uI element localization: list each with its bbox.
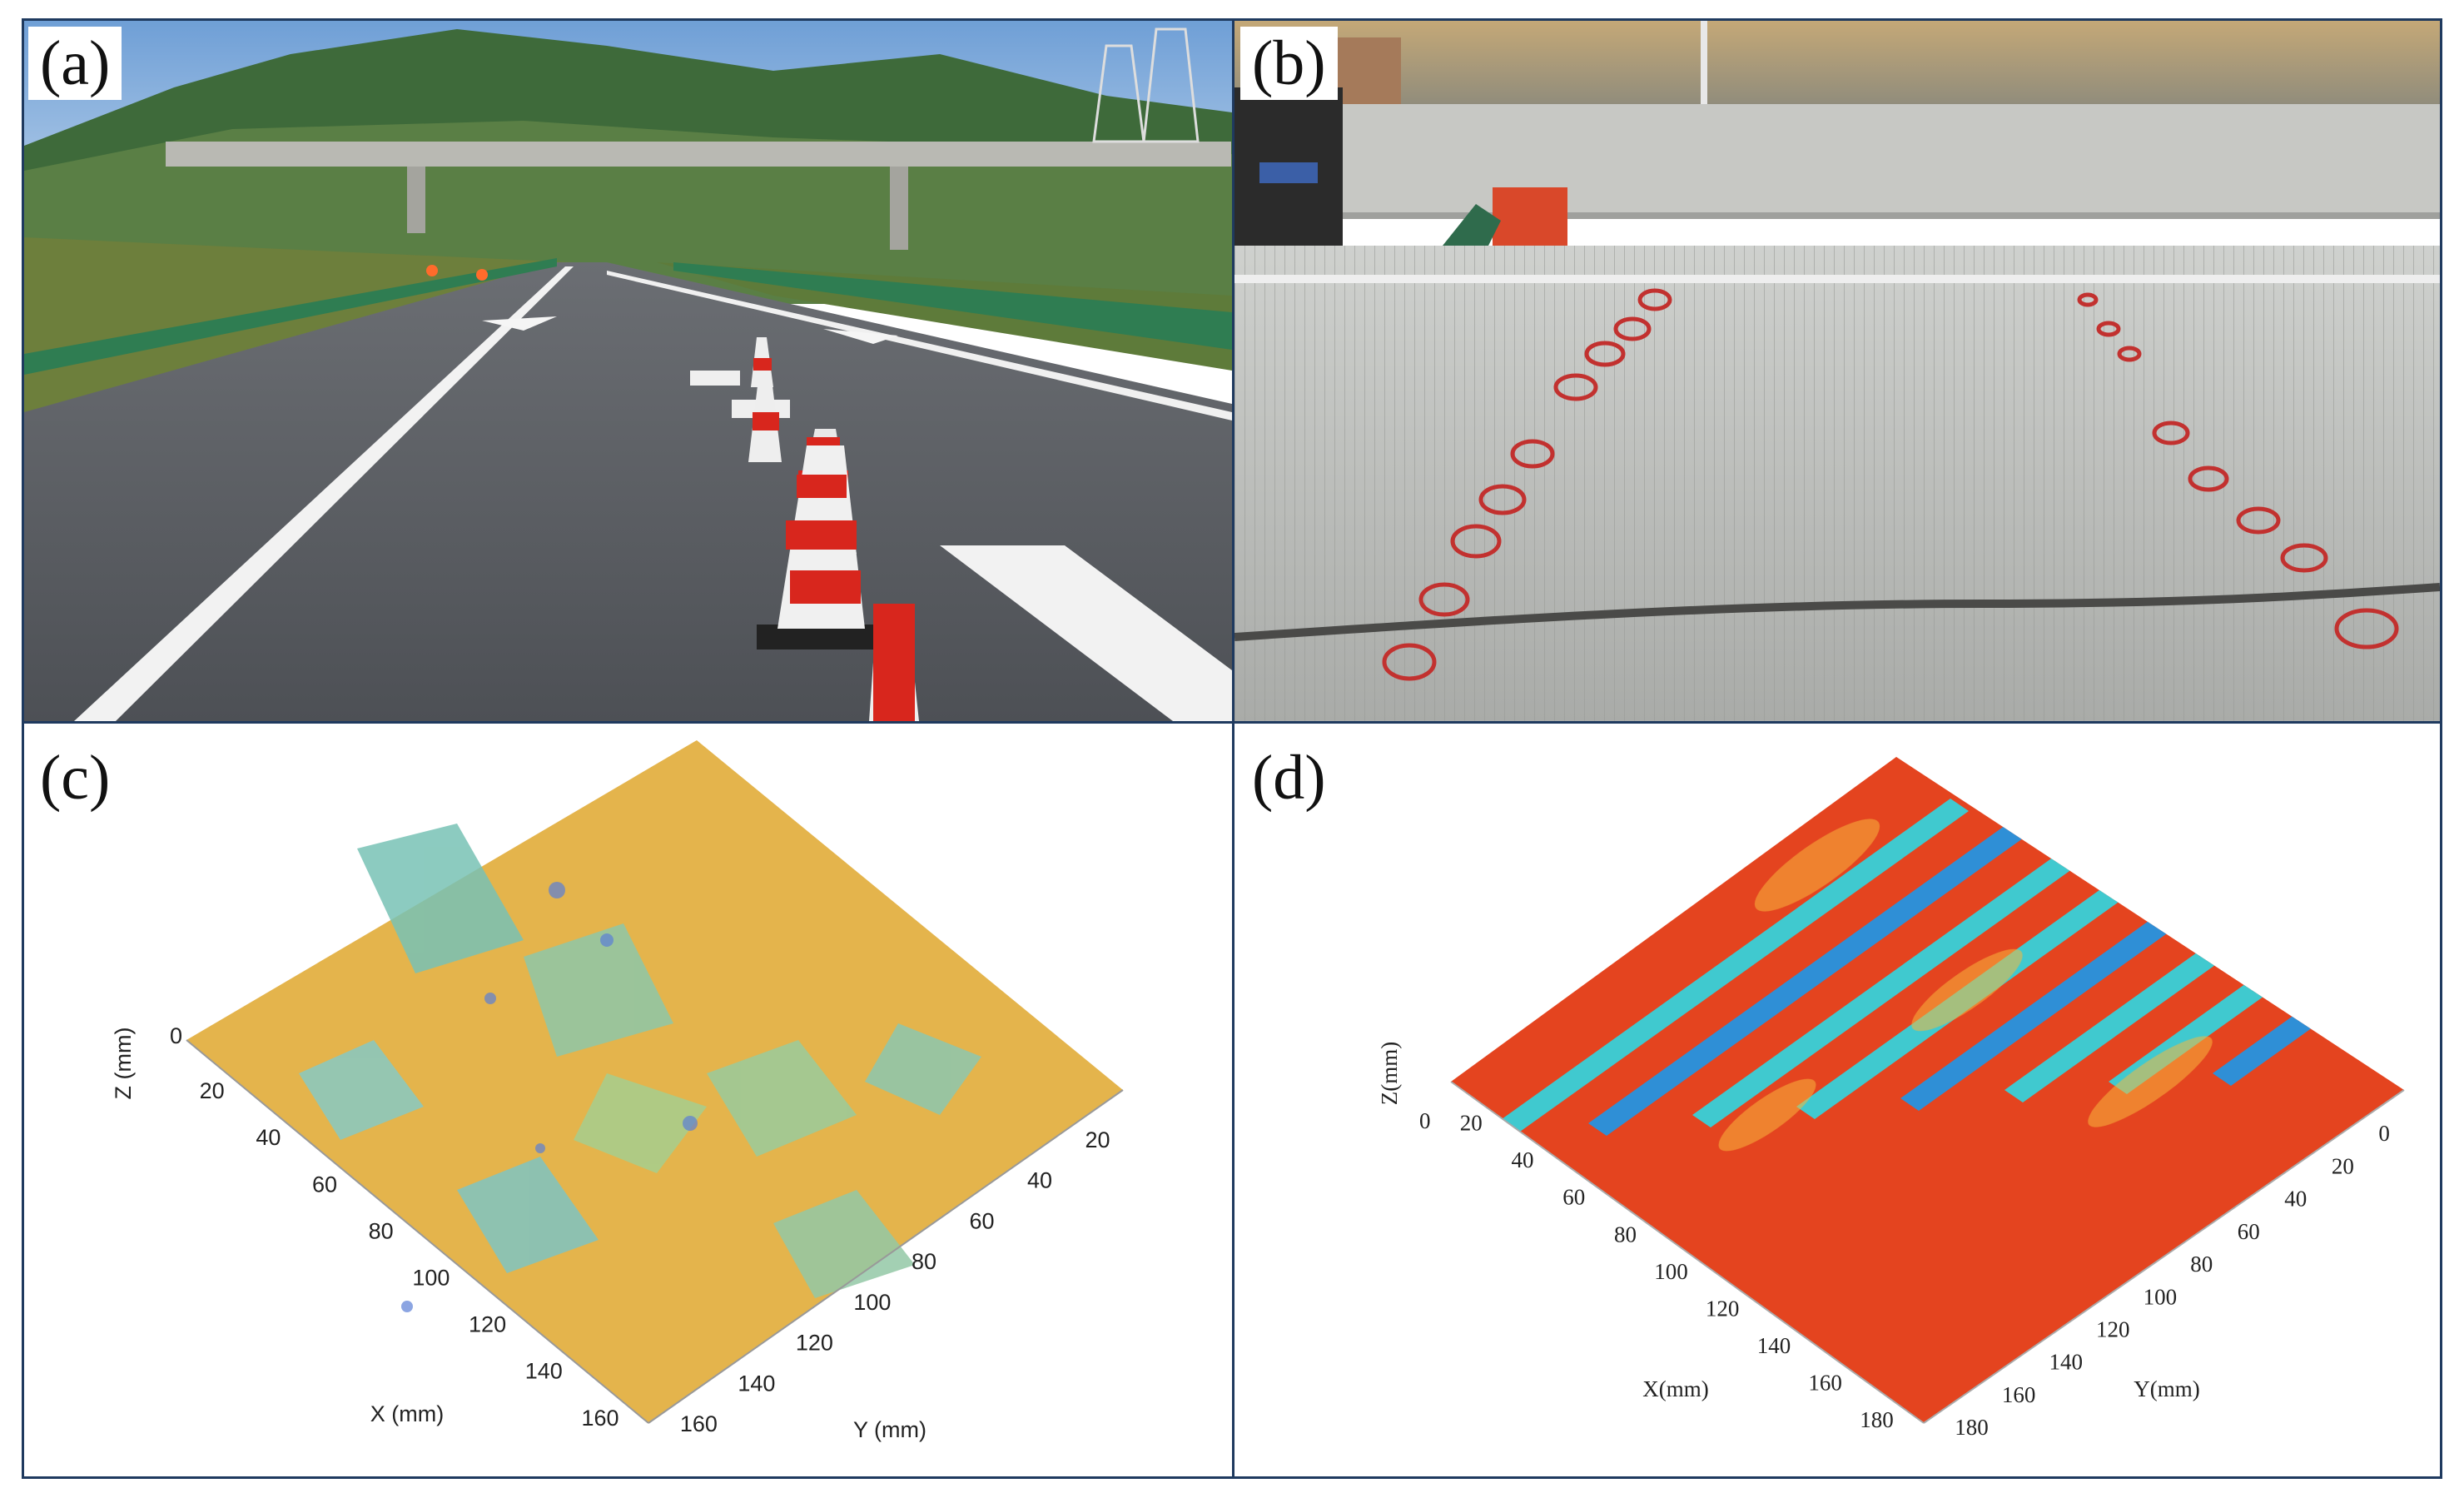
z-axis-label: Z(mm): [1377, 1042, 1402, 1105]
panel-label-d: (d): [1240, 741, 1338, 814]
divider-vertical: [1232, 18, 1234, 1479]
axis-tick-label: 100: [412, 1266, 450, 1291]
axis-tick-label: 20: [200, 1078, 225, 1103]
axis-tick-label: 40: [1027, 1168, 1052, 1193]
axis-tick-label: 140: [1757, 1333, 1791, 1358]
panel-label-c: (c): [28, 741, 122, 814]
traffic-cones: [748, 337, 919, 721]
x-axis-title: X (mm): [370, 1401, 444, 1426]
surface-groove: [1692, 782, 2177, 1127]
photo-highway: [24, 21, 1232, 721]
axis-tick-label: 140: [2049, 1350, 2084, 1375]
axis-tick-label: 20: [1085, 1127, 1110, 1152]
surface-plot-d: Z(mm) 0 X(mm) Y(mm) 20 40 60 80 100 120 140 160…: [1234, 724, 2440, 1476]
axis-tick-label: 120: [2096, 1317, 2130, 1342]
y-axis-title: Y (mm): [853, 1417, 926, 1442]
axis-tick-label: 20: [1460, 1111, 1483, 1136]
panel-label-a: (a): [28, 27, 122, 100]
axis-tick-label: 120: [469, 1312, 506, 1337]
axis-tick-label: 80: [369, 1218, 394, 1243]
axis-tick-label: 100: [853, 1290, 891, 1315]
axis-tick-label: 0: [2378, 1121, 2390, 1146]
z-axis-label: Z (mm): [111, 1028, 136, 1100]
divider-horizontal: [22, 721, 2442, 724]
surface-groove: [1484, 799, 1969, 1144]
y-axis-title: Y(mm): [2134, 1376, 2199, 1401]
axis-tick-label: 40: [1512, 1147, 1534, 1172]
axis-tick-label: 160: [2002, 1382, 2036, 1407]
axis-tick-label: 40: [2284, 1187, 2307, 1212]
axis-tick-label: 60: [970, 1208, 995, 1233]
axis-tick-label: 160: [581, 1406, 618, 1431]
axis-tick-label: 160: [1808, 1371, 1842, 1396]
axis-tick-label: 140: [738, 1371, 775, 1396]
axis-tick-label: 80: [1614, 1222, 1637, 1247]
axis-tick-label: 80: [912, 1249, 936, 1274]
panel-label-b: (b): [1240, 27, 1338, 100]
axis-tick-label: 20: [2332, 1153, 2354, 1178]
axis-tick-label: 100: [1654, 1259, 1688, 1284]
axis-tick-label: 180: [1955, 1415, 1989, 1440]
measurement-circles: [1382, 288, 2399, 681]
axis-tick-label: 60: [2238, 1219, 2260, 1244]
z-axis-tick: 0: [170, 1023, 182, 1048]
axis-tick-label: 100: [2144, 1284, 2178, 1309]
axis-tick-label: 60: [1562, 1185, 1585, 1210]
axis-tick-label: 140: [525, 1359, 563, 1384]
photo-concrete-deck: [1234, 21, 2440, 721]
axis-tick-label: 120: [796, 1331, 833, 1356]
axis-tick-label: 120: [1706, 1296, 1740, 1321]
x-axis-title: X(mm): [1642, 1376, 1708, 1401]
z-axis-tick: 0: [1419, 1108, 1431, 1133]
axis-tick-label: 40: [256, 1125, 281, 1150]
surface-plot-c: Z (mm) 0 X (mm) Y (mm) 20 40 60 80 100 120 140…: [24, 724, 1232, 1476]
axis-tick-label: 160: [680, 1411, 718, 1436]
axis-tick-label: 60: [312, 1172, 337, 1197]
surface-groove: [1588, 790, 2073, 1136]
axis-tick-label: 80: [2190, 1252, 2213, 1277]
axis-tick-label: 180: [1860, 1407, 1894, 1432]
